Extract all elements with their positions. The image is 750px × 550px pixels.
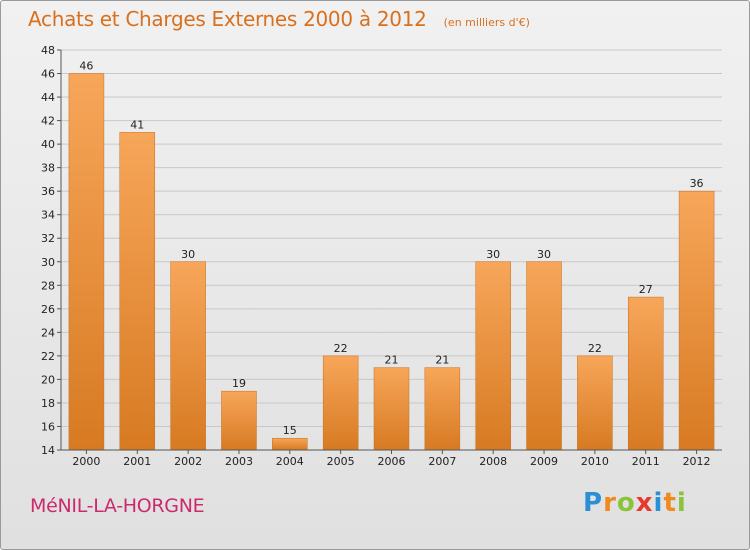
y-tick-label: 42 <box>41 115 55 128</box>
y-tick-label: 20 <box>41 373 55 386</box>
y-tick-label: 44 <box>41 91 55 104</box>
x-tick-label: 2012 <box>683 455 711 468</box>
labels: 14 16 18 20 22 24 26 28 30 32 34 36 38 40 42 44 46 48 46 20… <box>41 44 711 468</box>
proxiti-logo: Proxiti <box>583 488 687 518</box>
bar-2008 <box>475 261 511 451</box>
y-tick-label: 38 <box>41 162 55 175</box>
axes <box>57 49 722 454</box>
bar-2003 <box>221 390 257 451</box>
value-label: 22 <box>334 342 348 355</box>
title-row: Achats et Charges Externes 2000 à 2012 (… <box>28 7 530 31</box>
bars <box>68 73 715 451</box>
x-tick-label: 2001 <box>123 455 151 468</box>
y-tick-label: 30 <box>41 256 55 269</box>
value-label: 46 <box>79 60 93 73</box>
bar-2001 <box>119 132 156 451</box>
y-tick-label: 48 <box>41 44 55 57</box>
y-tick-label: 24 <box>41 326 55 339</box>
value-label: 41 <box>130 118 144 131</box>
y-tick-label: 34 <box>41 209 55 222</box>
bar-2004 <box>272 437 308 451</box>
value-label: 27 <box>639 283 653 296</box>
x-tick-label: 2005 <box>327 455 355 468</box>
x-tick-label: 2002 <box>174 455 202 468</box>
x-tick-label: 2006 <box>378 455 406 468</box>
value-label: 30 <box>486 248 500 261</box>
bar-2009 <box>526 261 562 451</box>
bar-2011 <box>627 296 664 451</box>
value-label: 15 <box>283 424 297 437</box>
y-tick-label: 18 <box>41 397 55 410</box>
y-tick-label: 32 <box>41 232 55 245</box>
value-label: 21 <box>385 354 399 367</box>
x-tick-label: 2000 <box>72 455 100 468</box>
y-tick-label: 26 <box>41 303 55 316</box>
bar-2007 <box>424 367 461 451</box>
chart-title: Achats et Charges Externes 2000 à 2012 <box>28 7 427 31</box>
bar-2005 <box>322 355 359 451</box>
y-tick-label: 28 <box>41 279 55 292</box>
x-tick-label: 2007 <box>428 455 456 468</box>
value-label: 21 <box>435 354 449 367</box>
y-tick-label: 40 <box>41 138 55 151</box>
bar-2006 <box>373 367 410 451</box>
x-tick-label: 2009 <box>530 455 558 468</box>
y-tick-label: 14 <box>41 444 55 457</box>
x-tick-label: 2003 <box>225 455 253 468</box>
value-label: 30 <box>181 248 195 261</box>
bar-2010 <box>577 355 613 451</box>
value-label: 22 <box>588 342 602 355</box>
x-tick-label: 2011 <box>632 455 660 468</box>
value-label: 30 <box>537 248 551 261</box>
value-label: 36 <box>690 177 704 190</box>
chart-subtitle: (en milliers d'€) <box>443 16 530 29</box>
x-tick-label: 2008 <box>479 455 507 468</box>
y-tick-label: 22 <box>41 350 55 363</box>
y-tick-label: 36 <box>41 185 55 198</box>
x-tick-label: 2010 <box>581 455 609 468</box>
x-tick-label: 2004 <box>276 455 304 468</box>
bar-2000 <box>68 73 105 451</box>
bar-2012 <box>678 190 715 451</box>
value-label: 19 <box>232 377 246 390</box>
y-tick-label: 46 <box>41 68 55 81</box>
y-tick-label: 16 <box>41 420 55 433</box>
commune-name: MéNIL-LA-HORGNE <box>30 495 205 517</box>
bar-2002 <box>170 261 206 451</box>
